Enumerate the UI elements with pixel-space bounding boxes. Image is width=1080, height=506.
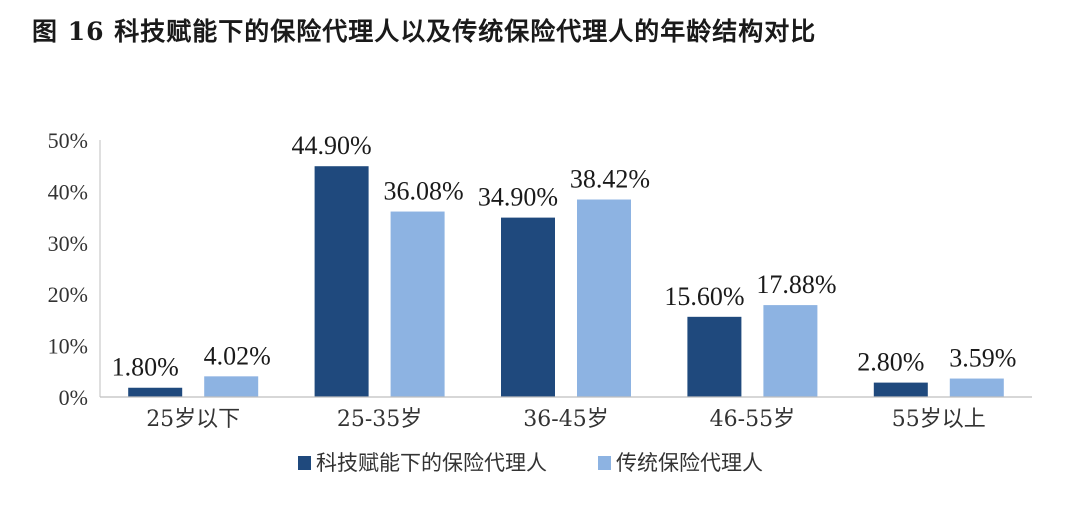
data-label: 17.88% [756, 270, 836, 299]
x-tick-label: 55岁以上 [892, 407, 986, 432]
bar-traditional [577, 199, 631, 397]
bar-tech [687, 316, 742, 397]
x-tick-label: 25-35岁 [337, 407, 422, 432]
data-label: 34.90% [478, 183, 558, 212]
x-tick-label: 36-45岁 [523, 407, 608, 432]
legend-label: 科技赋能下的保险代理人 [316, 451, 547, 475]
y-tick-label: 30% [48, 231, 88, 256]
y-tick-label: 20% [48, 282, 88, 307]
legend-swatch [298, 456, 311, 470]
legend-label: 传统保险代理人 [616, 451, 763, 475]
data-label: 38.42% [570, 165, 650, 194]
data-label: 3.59% [949, 344, 1016, 373]
bar-traditional [204, 376, 259, 397]
y-tick-label: 40% [48, 179, 88, 204]
bar-traditional [390, 211, 445, 397]
x-tick-label: 25岁以下 [146, 407, 240, 432]
chart-title: 图 16 科技赋能下的保险代理人以及传统保险代理人的年龄结构对比 [32, 17, 817, 46]
bar-tech [314, 166, 369, 397]
legend-swatch [598, 456, 611, 470]
data-label: 4.02% [204, 341, 271, 370]
y-tick-label: 10% [48, 334, 88, 359]
data-label: 2.80% [857, 348, 924, 377]
bar-tech [501, 217, 555, 397]
y-tick-label: 50% [48, 128, 88, 153]
data-label: 44.90% [292, 131, 372, 160]
x-tick-label: 46-55岁 [710, 407, 795, 432]
data-label: 36.08% [384, 177, 464, 206]
bar-traditional [949, 378, 1004, 397]
y-tick-label: 0% [59, 385, 88, 410]
bar-traditional [763, 305, 818, 397]
data-label: 15.60% [664, 282, 744, 311]
bar-tech [873, 382, 928, 397]
bar-tech [128, 387, 183, 397]
data-label: 1.80% [112, 353, 179, 382]
